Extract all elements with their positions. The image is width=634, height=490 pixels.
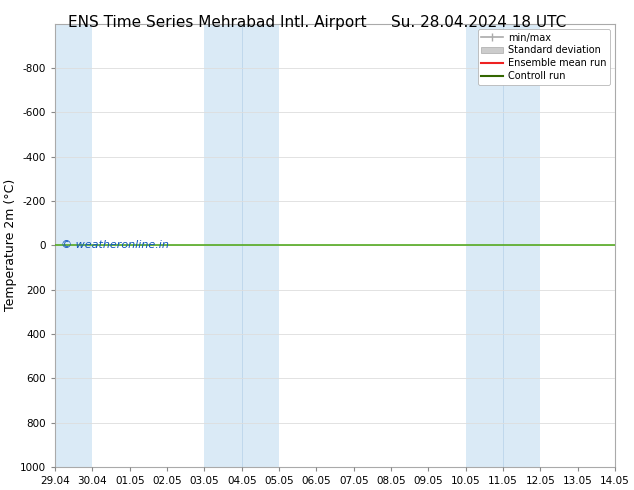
Text: ENS Time Series Mehrabad Intl. Airport     Su. 28.04.2024 18 UTC: ENS Time Series Mehrabad Intl. Airport S…: [68, 15, 566, 30]
Y-axis label: Temperature 2m (°C): Temperature 2m (°C): [4, 179, 17, 312]
Bar: [55, 24, 93, 467]
Bar: [465, 24, 540, 467]
Bar: [204, 24, 279, 467]
Text: © weatheronline.in: © weatheronline.in: [61, 240, 169, 250]
Legend: min/max, Standard deviation, Ensemble mean run, Controll run: min/max, Standard deviation, Ensemble me…: [477, 28, 610, 85]
